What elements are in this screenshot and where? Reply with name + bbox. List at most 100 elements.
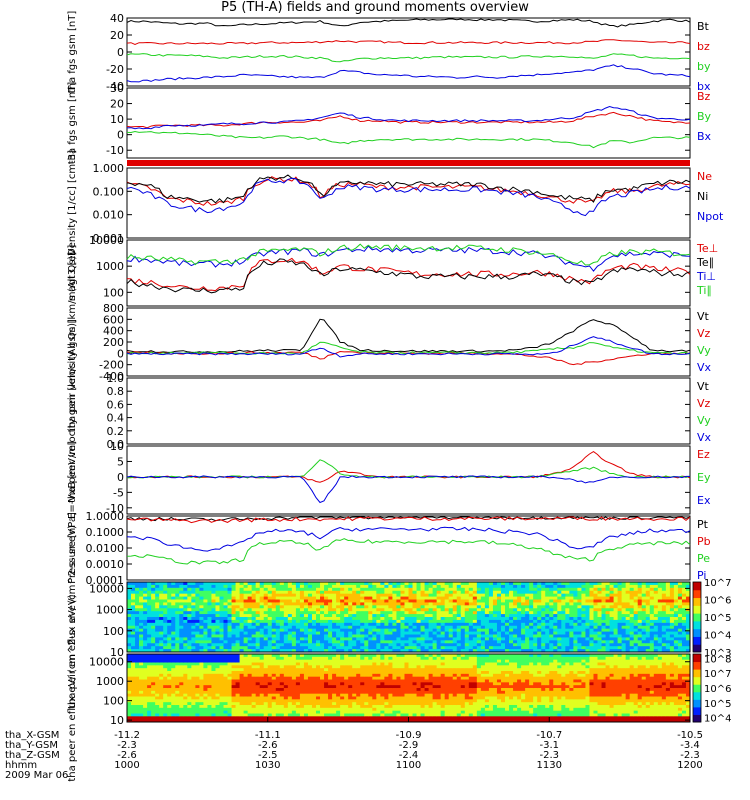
ephemeris-value: -3.1	[539, 740, 559, 751]
y-tick-label: -20	[106, 63, 124, 76]
y-tick-label: -10	[106, 502, 124, 515]
y-axis-label: tha peer velocity gsm [km/s (All Qs)]	[67, 319, 78, 503]
y-tick-label: 0.0	[107, 438, 125, 451]
series-Ti∥-line	[126, 243, 691, 266]
panel-3: 1.000 0.100 0.010 0.001 Density [1/cc] [cm-3…	[67, 150, 724, 256]
chart-title: P5 (TH-A) fields and ground moments over…	[221, 0, 529, 15]
ephemeris-value: 1000	[114, 760, 139, 771]
ephemeris-value: -2.9	[399, 740, 419, 751]
legend-By: By	[697, 110, 712, 123]
panel-8: 1.0000 0.1000 0.0100 0.0010 0.0001 Pressure […	[67, 510, 711, 587]
legend-Pe: Pe	[697, 552, 710, 565]
y-tick-label: 0.6	[107, 398, 125, 411]
y-tick-label: -10	[106, 144, 124, 157]
colorbar: 10^8 10^7 10^6 10^5 10^4	[692, 653, 731, 725]
series-Vx-line	[126, 336, 691, 358]
y-axis-label: tha peir en eflux eV/ (cm^2-s- sr-eV)	[67, 525, 78, 709]
y-tick-label: 10000	[89, 234, 124, 247]
y-tick-label: 400	[103, 325, 124, 338]
panel-frame	[126, 581, 691, 653]
series-Npot-line	[126, 177, 691, 217]
y-axis-label: tha peer en eflux eV/ (cm^2-s- sr-eV)	[67, 594, 78, 781]
y-tick-label: 0.0010	[86, 558, 125, 571]
y-tick-label: 5	[117, 455, 124, 468]
series-Vy-line	[126, 341, 691, 355]
legend-Npot: Npot	[697, 210, 724, 223]
legend-Vt: Vt	[697, 380, 710, 393]
legend-Ey: Ey	[697, 471, 711, 484]
legend-Vt: Vt	[697, 310, 710, 323]
y-tick-label: 100	[103, 625, 124, 638]
colorbar-tick-label: 10^4	[704, 714, 731, 725]
ephemeris-value: -2.3	[680, 750, 700, 761]
ephemeris-value: -2.3	[117, 740, 137, 751]
y-tick-label: 0.2	[107, 425, 125, 438]
panel-2: 30 20 10 0 -10 tha fgs gsm [nT] Bz By Bx	[67, 82, 712, 165]
panel-6: 1.00.80.60.40.20.0 tha peer velocity gsm …	[67, 319, 712, 503]
series-bz-line	[126, 39, 691, 45]
panel-frame	[126, 17, 691, 87]
legend-Te⊥: Te⊥	[696, 242, 718, 255]
y-tick-label: 100	[103, 286, 124, 299]
y-tick-label: 200	[103, 336, 124, 349]
legend-Pi: Pi	[697, 569, 706, 582]
y-tick-label: 0	[117, 129, 124, 142]
series-Pb-line	[126, 516, 691, 524]
colorbar-tick-label: 10^7	[704, 669, 731, 680]
y-tick-label: 10000	[89, 656, 124, 669]
ephemeris-row-label: tha_X-GSM	[5, 730, 59, 741]
y-tick-label: 0.4	[107, 412, 125, 425]
legend-Te∥: Te∥	[696, 256, 714, 269]
series-Ti⊥-line	[126, 245, 691, 272]
y-tick-label: -40	[106, 80, 124, 93]
series-Ey-line	[126, 459, 691, 479]
spectrogram-electron	[127, 654, 691, 723]
panel-frame	[126, 87, 691, 159]
y-tick-label: 1000	[96, 675, 124, 688]
series-bx-line	[126, 64, 691, 83]
y-tick-label: 1.0	[107, 372, 125, 385]
y-tick-label: 40	[110, 12, 124, 25]
panel-1: 40 20 0 -20 -40 tha fgs gsm [nT] Bt bz by bx	[67, 11, 711, 94]
panel-frame	[126, 515, 691, 581]
y-tick-label: 600	[103, 313, 124, 326]
series-Pi-line	[126, 526, 691, 552]
legend-Ni: Ni	[697, 190, 708, 203]
y-tick-label: 100	[103, 695, 124, 708]
y-tick-label: 1.0000	[86, 510, 125, 523]
y-tick-label: 10	[110, 113, 124, 126]
legend-Vy: Vy	[697, 414, 711, 427]
y-tick-label: 20	[110, 98, 124, 111]
legend-Vy: Vy	[697, 344, 711, 357]
y-tick-label: -5	[113, 486, 124, 499]
y-tick-label: 1.000	[93, 162, 125, 175]
panel-10: 10^8 10^7 10^6 10^5 10^4 10000 1000 100 10 tha pe…	[67, 594, 731, 781]
ephemeris-value: -2.3	[539, 750, 559, 761]
panel-frame	[126, 445, 691, 515]
legend-Bx: Bx	[697, 130, 712, 143]
y-tick-label: -200	[99, 359, 124, 372]
y-tick-label: 1000	[96, 604, 124, 617]
series-Bt-line	[126, 18, 691, 28]
y-tick-label: 30	[110, 82, 124, 95]
legend-bx: bx	[697, 80, 711, 93]
series-Te∥-line	[126, 258, 691, 294]
panel-frame	[126, 307, 691, 377]
legend-Pb: Pb	[697, 535, 711, 548]
colorbar: 10^7 10^6 10^5 10^4 10^3	[692, 578, 731, 659]
series-Vt-line	[126, 318, 691, 354]
legend-bz: bz	[697, 40, 710, 53]
ephemeris-value: 1100	[396, 760, 421, 771]
legend-Ti∥: Ti∥	[696, 284, 712, 297]
series-By-line	[126, 130, 691, 149]
ephemeris-value: 1130	[537, 760, 562, 771]
legend-Bz: Bz	[697, 90, 711, 103]
ephemeris-value: -11.1	[255, 730, 281, 741]
ephemeris-value: -10.9	[396, 730, 422, 741]
colorbar-tick-label: 10^6	[704, 684, 731, 695]
ephemeris-value: -3.4	[680, 740, 700, 751]
ephemeris-value: -10.5	[677, 730, 703, 741]
y-tick-label: 0.010	[93, 209, 125, 222]
colorbar-tick-label: 10^3	[704, 648, 731, 659]
y-axis-label: tha peir velocity gsm [km/s (All Qs)]	[67, 252, 78, 433]
